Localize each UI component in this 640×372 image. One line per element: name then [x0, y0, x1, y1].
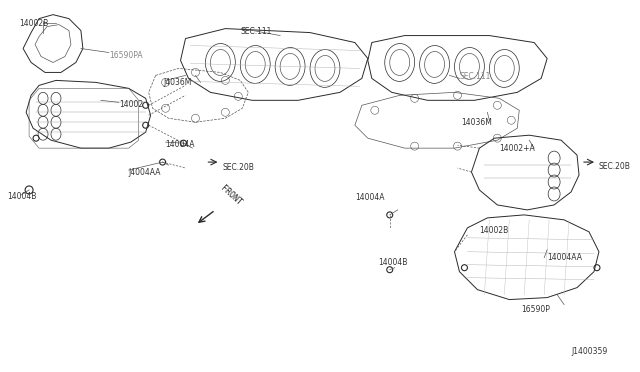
Text: SEC.20B: SEC.20B — [222, 163, 254, 172]
Text: 14004B: 14004B — [7, 192, 36, 201]
Text: 14004A: 14004A — [166, 140, 195, 149]
Text: FRONT: FRONT — [218, 183, 243, 207]
Text: SEC.20B: SEC.20B — [599, 162, 631, 171]
Text: 14004A: 14004A — [355, 193, 385, 202]
Text: SEC.111: SEC.111 — [460, 73, 491, 81]
Text: J1400359: J1400359 — [571, 347, 607, 356]
Text: 16590PA: 16590PA — [109, 51, 143, 60]
Text: J4004AA: J4004AA — [129, 168, 161, 177]
Text: 14036M: 14036M — [461, 118, 492, 127]
Text: 14002B: 14002B — [19, 19, 49, 28]
Text: 14004B: 14004B — [378, 258, 407, 267]
Text: 16590P: 16590P — [521, 305, 550, 314]
Text: SEC.111: SEC.111 — [240, 26, 271, 36]
Text: J4036M: J4036M — [164, 78, 192, 87]
Text: 14004AA: 14004AA — [547, 253, 582, 262]
Text: 14002: 14002 — [119, 100, 143, 109]
Text: 14002B: 14002B — [479, 226, 509, 235]
Text: 14002+A: 14002+A — [499, 144, 535, 153]
